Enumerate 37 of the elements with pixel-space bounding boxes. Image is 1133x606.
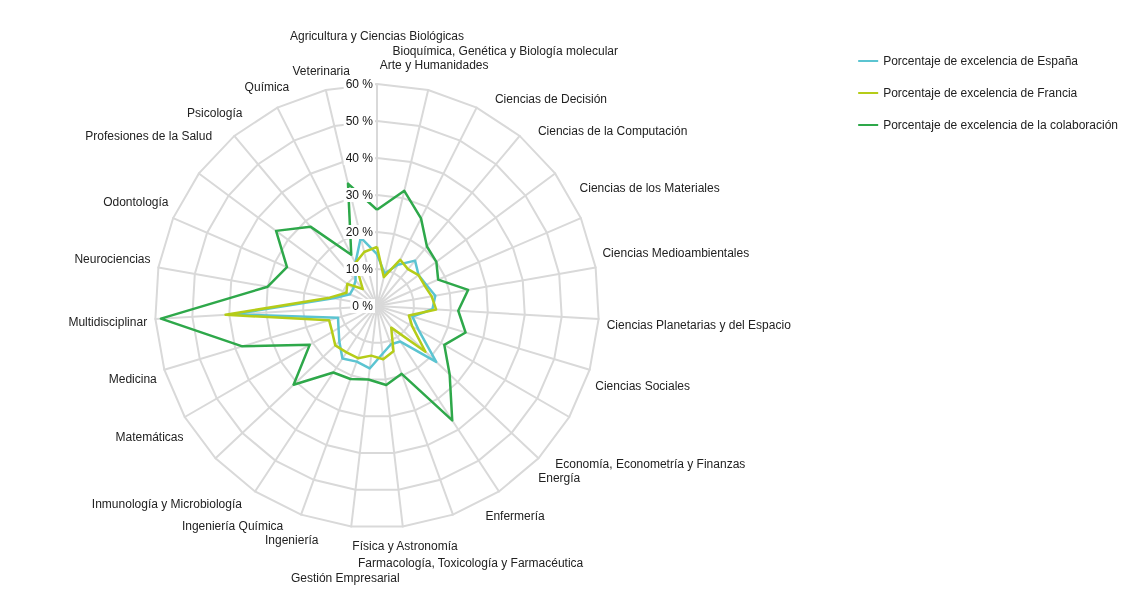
spoke-label: Neurociencias: [74, 252, 151, 267]
spoke-label: Arte y Humanidades: [379, 57, 489, 72]
legend-label: Porcentaje de excelencia de la colaboración: [883, 118, 1119, 132]
spoke-label: Profesiones de la Salud: [85, 129, 213, 144]
y-tick-label: 60 %: [345, 77, 374, 91]
y-tick-label: 30 %: [345, 188, 374, 202]
spoke-label: Ingeniería: [265, 533, 319, 548]
spoke-label: Inmunología y Microbiología: [91, 497, 243, 512]
spoke-label: Medicina: [108, 372, 158, 387]
y-tick-label: 10 %: [345, 262, 374, 276]
spoke-label: Ciencias Sociales: [595, 378, 690, 393]
y-tick-label: 20 %: [345, 225, 374, 239]
spoke-label: Ciencias Planetarias y del Espacio: [606, 317, 792, 332]
spoke-label: Bioquímica, Genética y Biología molecular: [392, 43, 618, 58]
spoke-label: Ciencias de los Materiales: [579, 181, 720, 196]
legend-label: Porcentaje de excelencia de España: [883, 54, 1079, 68]
spoke-label: Ciencias de Decisión: [494, 91, 608, 106]
spoke-label: Veterinaria: [292, 63, 351, 78]
y-tick-label: 50 %: [345, 114, 374, 128]
legend-label: Porcentaje de excelencia de Francia: [883, 86, 1078, 100]
spoke-label: Química: [244, 79, 290, 94]
spoke-label: Enfermería: [485, 508, 546, 523]
spoke-label: Ingeniería Química: [181, 518, 284, 533]
spoke-label: Ciencias de la Computación: [537, 123, 688, 138]
y-tick-label: 0 %: [352, 299, 374, 313]
spoke-label: Matemáticas: [115, 430, 184, 445]
spoke-label: Economía, Econometría y Finanzas: [555, 456, 746, 471]
spoke-label: Ciencias Medioambientales: [602, 246, 750, 261]
y-tick-label: 40 %: [345, 151, 374, 165]
spoke-label: Gestión Empresarial: [290, 570, 400, 585]
spoke-label: Farmacología, Toxicología y Farmacéutica: [358, 556, 584, 571]
spoke-label: Energía: [538, 470, 581, 485]
spoke-label: Odontología: [103, 194, 169, 209]
spoke-label: Multidisciplinar: [68, 314, 148, 329]
spoke-label: Física y Astronomía: [352, 538, 459, 553]
spoke-label: Psicología: [187, 105, 243, 120]
spoke-label: Agricultura y Ciencias Biológicas: [289, 29, 465, 43]
